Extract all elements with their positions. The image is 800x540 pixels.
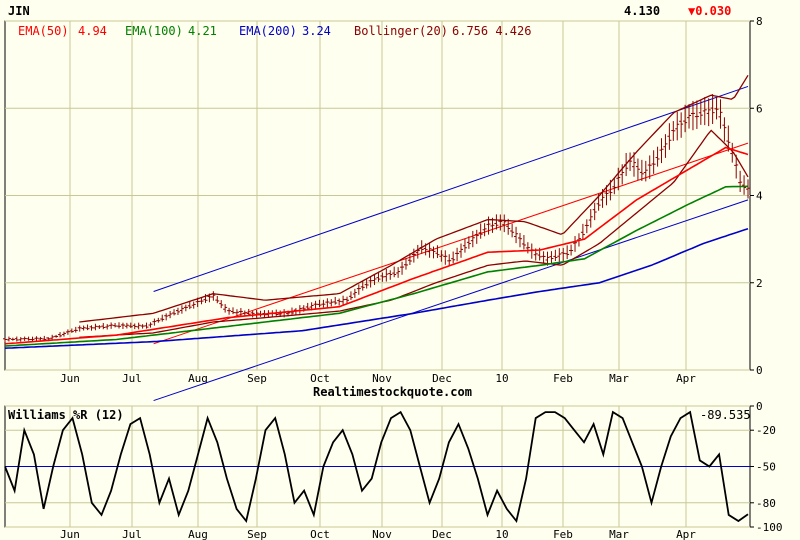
williams-series — [4, 410, 749, 524]
price-x-axis: Jun Jul Aug Sep Oct Nov Dec 10 Feb Mar Apr — [60, 372, 696, 385]
price-x-tick-label: 10 — [495, 372, 508, 385]
price-x-tick-label: Nov — [372, 372, 392, 385]
trendline — [153, 85, 749, 292]
williams-x-tick-label: Nov — [372, 528, 392, 540]
legend-ema100-value: 4.21 — [188, 24, 217, 38]
price-x-tick-label: Jul — [122, 372, 142, 385]
ema50-line — [4, 146, 749, 345]
williams-y-tick-label: -100 — [756, 521, 783, 534]
legend-ema50-value: 4.94 — [78, 24, 107, 38]
price-x-tick-label: Oct — [310, 372, 330, 385]
williams-grid — [5, 405, 750, 528]
williams-y-tick-label: -80 — [756, 497, 776, 510]
last-price: 4.130 — [624, 4, 660, 18]
price-series — [3, 74, 750, 402]
williams-x-tick-label: Oct — [310, 528, 330, 540]
price-y-tick-label: 4 — [756, 190, 763, 203]
legend-bollinger-value: 6.756 4.426 — [452, 24, 531, 38]
legend-ema200-value: 3.24 — [302, 24, 331, 38]
williams-x-tick-label: Jun — [60, 528, 80, 540]
price-x-tick-label: Aug — [188, 372, 208, 385]
williams-x-tick-label: Aug — [188, 528, 208, 540]
legend-ema200-label: EMA(200) — [239, 24, 297, 38]
price-y-tick-label: 2 — [756, 277, 763, 290]
williams-current-value: -89.535 — [700, 408, 751, 422]
price-x-tick-label: Apr — [676, 372, 696, 385]
williams-line — [4, 410, 749, 524]
price-y-axis: 0 2 4 6 8 — [750, 15, 763, 377]
price-y-tick-label: 8 — [756, 15, 763, 28]
williams-x-tick-label: Feb — [553, 528, 573, 540]
williams-y-tick-label: -50 — [756, 461, 776, 474]
legend-ema100-label: EMA(100) — [125, 24, 183, 38]
ema100-line — [4, 185, 749, 347]
price-x-tick-label: Feb — [553, 372, 573, 385]
williams-y-tick-label: -20 — [756, 424, 776, 437]
trendline — [153, 199, 749, 402]
williams-y-axis: 0 -20 -50 -80 -100 — [750, 400, 783, 534]
williams-x-tick-label: Mar — [609, 528, 629, 540]
source-watermark: Realtimestockquote.com — [313, 385, 472, 399]
bollinger-upper-line — [79, 74, 749, 323]
price-grid — [5, 20, 750, 371]
trendline — [153, 142, 749, 345]
williams-x-tick-label: Dec — [432, 528, 452, 540]
ema200-line — [4, 227, 749, 349]
price-y-tick-label: 6 — [756, 102, 763, 115]
williams-x-tick-label: Apr — [676, 528, 696, 540]
williams-title: Williams %R (12) — [8, 408, 124, 422]
williams-x-tick-label: Jul — [122, 528, 142, 540]
bollinger-lower-line — [79, 129, 749, 338]
price-x-tick-label: Dec — [432, 372, 452, 385]
williams-x-tick-label: Sep — [247, 528, 267, 540]
price-y-tick-label: 0 — [756, 364, 763, 377]
williams-y-tick-label: 0 — [756, 400, 763, 413]
legend-ema50-label: EMA(50) — [18, 24, 69, 38]
price-change: ▼0.030 — [688, 4, 731, 18]
price-x-tick-label: Jun — [60, 372, 80, 385]
symbol-label: JIN — [8, 4, 30, 18]
williams-x-axis: Jun Jul Aug Sep Oct Nov Dec 10 Feb Mar Apr — [60, 528, 696, 540]
price-x-tick-label: Mar — [609, 372, 629, 385]
price-x-tick-label: Sep — [247, 372, 267, 385]
legend-bollinger-label: Bollinger(20) — [354, 24, 448, 38]
williams-x-tick-label: 10 — [495, 528, 508, 540]
